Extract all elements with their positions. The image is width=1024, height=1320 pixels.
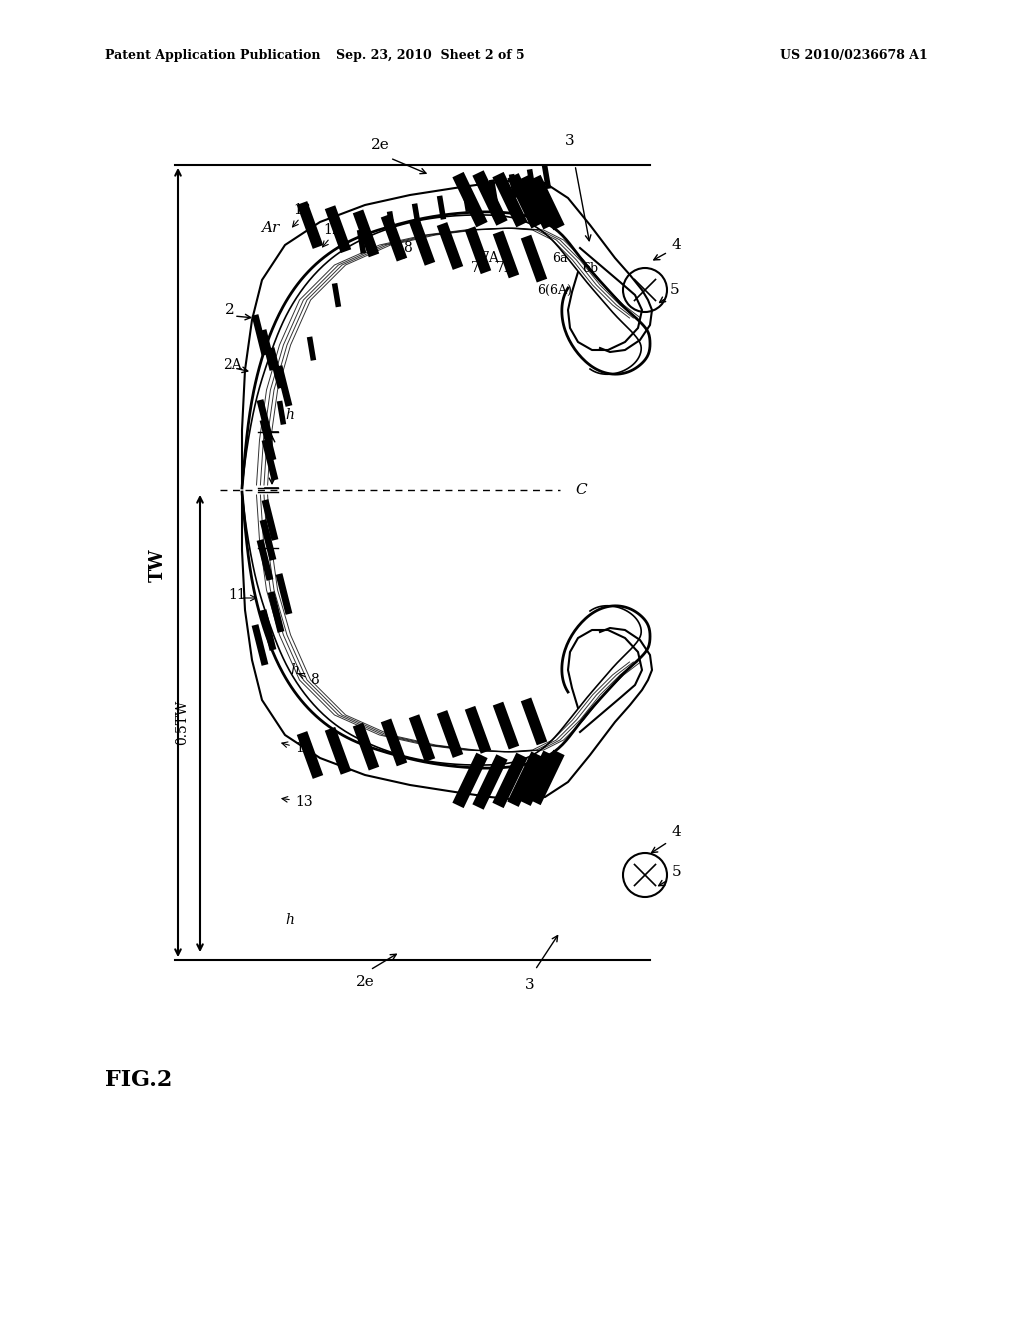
Text: 4: 4	[672, 825, 682, 840]
Text: 6a: 6a	[552, 252, 567, 264]
Text: Sep. 23, 2010  Sheet 2 of 5: Sep. 23, 2010 Sheet 2 of 5	[336, 49, 524, 62]
Text: 0.5TW: 0.5TW	[175, 700, 189, 744]
Text: 2: 2	[225, 304, 234, 317]
Text: 13: 13	[293, 203, 311, 216]
Text: 13: 13	[295, 795, 312, 809]
Text: 7B: 7B	[496, 261, 514, 275]
Text: 2e: 2e	[355, 975, 375, 989]
Text: 3: 3	[565, 135, 574, 148]
Text: 11: 11	[228, 587, 246, 602]
Text: 5: 5	[672, 865, 682, 879]
Text: 8: 8	[403, 242, 413, 255]
Text: 2A: 2A	[223, 358, 242, 372]
Text: 4: 4	[672, 238, 682, 252]
Text: 8: 8	[310, 673, 318, 686]
Text: 7: 7	[471, 261, 479, 275]
Text: 6b: 6b	[582, 261, 598, 275]
Text: h: h	[286, 913, 295, 927]
Text: 3: 3	[525, 978, 535, 993]
Text: h: h	[291, 663, 299, 677]
Text: 5: 5	[670, 282, 680, 297]
Text: C: C	[575, 483, 587, 498]
Text: 7A: 7A	[480, 251, 500, 265]
Text: 12: 12	[324, 223, 341, 238]
Text: Patent Application Publication: Patent Application Publication	[105, 49, 321, 62]
Text: Ar: Ar	[261, 220, 280, 235]
Text: 6(6A): 6(6A)	[538, 284, 572, 297]
Text: 12: 12	[295, 741, 312, 755]
Text: h: h	[286, 408, 295, 422]
Text: 2e: 2e	[371, 139, 389, 152]
Text: TW: TW	[150, 548, 167, 582]
Text: US 2010/0236678 A1: US 2010/0236678 A1	[780, 49, 928, 62]
Text: FIG.2: FIG.2	[105, 1069, 172, 1092]
